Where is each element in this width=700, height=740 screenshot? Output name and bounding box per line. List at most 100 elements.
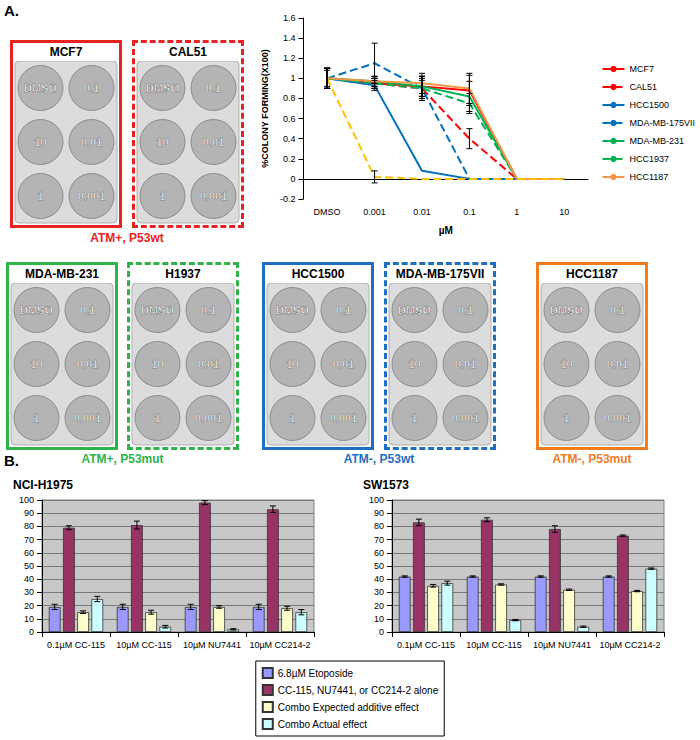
svg-text:40: 40 <box>24 574 34 584</box>
svg-text:0.1: 0.1 <box>206 82 221 94</box>
svg-text:80: 80 <box>24 521 34 531</box>
svg-text:50: 50 <box>374 561 384 571</box>
svg-text:0.001: 0.001 <box>74 412 102 424</box>
svg-text:10: 10 <box>156 136 168 148</box>
svg-text:CC-115, NU7441, or CC214-2 alo: CC-115, NU7441, or CC214-2 alone <box>278 685 439 696</box>
svg-text:10µM NU7441: 10µM NU7441 <box>533 640 591 650</box>
svg-text:1: 1 <box>411 412 417 424</box>
svg-text:10: 10 <box>30 358 42 370</box>
svg-text:1: 1 <box>37 190 43 202</box>
svg-text:20: 20 <box>24 601 34 611</box>
svg-text:0: 0 <box>29 627 34 637</box>
svg-text:0.01: 0.01 <box>333 358 354 370</box>
svg-text:0.01: 0.01 <box>77 358 98 370</box>
svg-text:10µM CC214-2: 10µM CC214-2 <box>249 640 310 650</box>
svg-text:0.001: 0.001 <box>604 412 632 424</box>
svg-text:0.01: 0.01 <box>413 207 431 217</box>
svg-text:90: 90 <box>374 508 384 518</box>
svg-text:0.001: 0.001 <box>363 207 386 217</box>
svg-text:%COLONY FORMING(X100): %COLONY FORMING(X100) <box>260 49 270 167</box>
svg-text:0.001: 0.001 <box>452 412 480 424</box>
svg-text:CAL51: CAL51 <box>629 82 657 92</box>
svg-text:0.01: 0.01 <box>607 358 628 370</box>
svg-text:0.1µM CC-115: 0.1µM CC-115 <box>397 640 455 650</box>
svg-text:50: 50 <box>24 561 34 571</box>
svg-text:1.4: 1.4 <box>283 33 296 43</box>
svg-text:10: 10 <box>374 614 384 624</box>
svg-text:10µM CC214-2: 10µM CC214-2 <box>599 640 660 650</box>
svg-text:60: 60 <box>374 548 384 558</box>
svg-text:70: 70 <box>24 535 34 545</box>
svg-text:0.2: 0.2 <box>283 154 296 164</box>
svg-text:HCC1187: HCC1187 <box>629 172 668 182</box>
svg-text:DMSO: DMSO <box>398 304 431 316</box>
svg-text:DMSO: DMSO <box>550 304 583 316</box>
svg-text:1: 1 <box>159 190 165 202</box>
svg-text:80: 80 <box>374 521 384 531</box>
svg-text:10: 10 <box>408 358 420 370</box>
svg-text:10µM CC-115: 10µM CC-115 <box>466 640 522 650</box>
svg-text:10: 10 <box>24 614 34 624</box>
svg-text:0.001: 0.001 <box>330 412 358 424</box>
svg-text:20: 20 <box>374 601 384 611</box>
svg-text:Combo Expected additive effect: Combo Expected additive effect <box>278 702 419 713</box>
svg-text:0.01: 0.01 <box>455 358 476 370</box>
svg-text:SW1573: SW1573 <box>363 478 409 492</box>
svg-text:0.01: 0.01 <box>198 358 219 370</box>
svg-text:0.1: 0.1 <box>610 304 625 316</box>
svg-text:DMSO: DMSO <box>20 304 53 316</box>
svg-text:DMSO: DMSO <box>24 82 57 94</box>
svg-text:DMSO: DMSO <box>141 304 174 316</box>
svg-text:0.1: 0.1 <box>201 304 216 316</box>
svg-text:0: 0 <box>379 627 384 637</box>
svg-text:0.1: 0.1 <box>336 304 351 316</box>
svg-text:10: 10 <box>559 207 569 217</box>
svg-text:10: 10 <box>560 358 572 370</box>
svg-text:0.4: 0.4 <box>283 134 296 144</box>
svg-text:10: 10 <box>151 358 163 370</box>
svg-text:0.1: 0.1 <box>458 304 473 316</box>
svg-text:0.001: 0.001 <box>195 412 223 424</box>
svg-text:10: 10 <box>286 358 298 370</box>
svg-text:MDA-MB-231: MDA-MB-231 <box>629 136 684 146</box>
svg-text:Combo Actual effect: Combo Actual effect <box>278 719 368 730</box>
svg-text:0.8: 0.8 <box>283 93 296 103</box>
svg-text:0.1: 0.1 <box>80 304 95 316</box>
svg-text:HCC1500: HCC1500 <box>629 100 669 110</box>
svg-text:60: 60 <box>24 548 34 558</box>
svg-text:MCF7: MCF7 <box>629 64 654 74</box>
svg-text:0: 0 <box>290 174 295 184</box>
svg-text:90: 90 <box>24 508 34 518</box>
svg-text:100: 100 <box>369 495 384 505</box>
svg-text:0.1µM CC-115: 0.1µM CC-115 <box>47 640 105 650</box>
svg-text:100: 100 <box>19 495 34 505</box>
svg-text:0.01: 0.01 <box>81 136 102 148</box>
svg-text:0.1: 0.1 <box>84 82 99 94</box>
svg-text:0.01: 0.01 <box>203 136 224 148</box>
svg-text:0.001: 0.001 <box>200 190 228 202</box>
svg-text:1: 1 <box>563 412 569 424</box>
svg-text:0.6: 0.6 <box>283 114 296 124</box>
svg-text:1: 1 <box>290 73 295 83</box>
svg-text:0.1: 0.1 <box>463 207 476 217</box>
svg-text:0.001: 0.001 <box>78 190 106 202</box>
svg-text:10µM CC-115: 10µM CC-115 <box>116 640 172 650</box>
svg-text:DMSO: DMSO <box>146 82 179 94</box>
svg-text:MDA-MB-175VII: MDA-MB-175VII <box>629 118 695 128</box>
svg-text:DMSO: DMSO <box>276 304 309 316</box>
svg-text:HCC1937: HCC1937 <box>629 154 669 164</box>
svg-text:1.2: 1.2 <box>283 53 296 63</box>
svg-text:µM: µM <box>439 225 453 236</box>
svg-text:30: 30 <box>374 587 384 597</box>
svg-text:NCI-H1975: NCI-H1975 <box>13 478 73 492</box>
svg-text:1.6: 1.6 <box>283 13 296 23</box>
svg-text:DMSO: DMSO <box>314 207 341 217</box>
svg-text:70: 70 <box>374 535 384 545</box>
svg-text:1: 1 <box>33 412 39 424</box>
svg-text:10: 10 <box>34 136 46 148</box>
svg-text:1: 1 <box>289 412 295 424</box>
svg-text:1: 1 <box>154 412 160 424</box>
svg-text:-0.2: -0.2 <box>280 194 296 204</box>
svg-text:6.8µM Etoposide: 6.8µM Etoposide <box>278 668 354 679</box>
svg-text:30: 30 <box>24 587 34 597</box>
